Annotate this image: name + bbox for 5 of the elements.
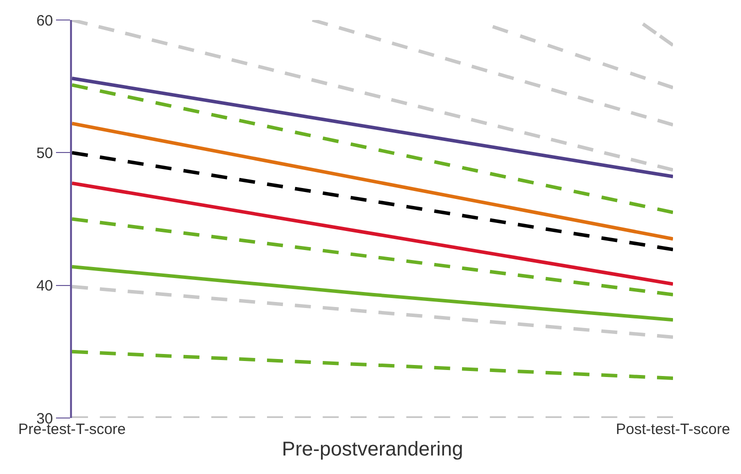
y-tick-label: 50 bbox=[36, 144, 53, 162]
y-tick-label: 40 bbox=[36, 278, 53, 295]
x-tick-label: Post-test-T-score bbox=[616, 421, 730, 438]
y-tick-label: 60 bbox=[36, 12, 53, 30]
x-axis-title: Pre-postverandering bbox=[282, 438, 464, 460]
